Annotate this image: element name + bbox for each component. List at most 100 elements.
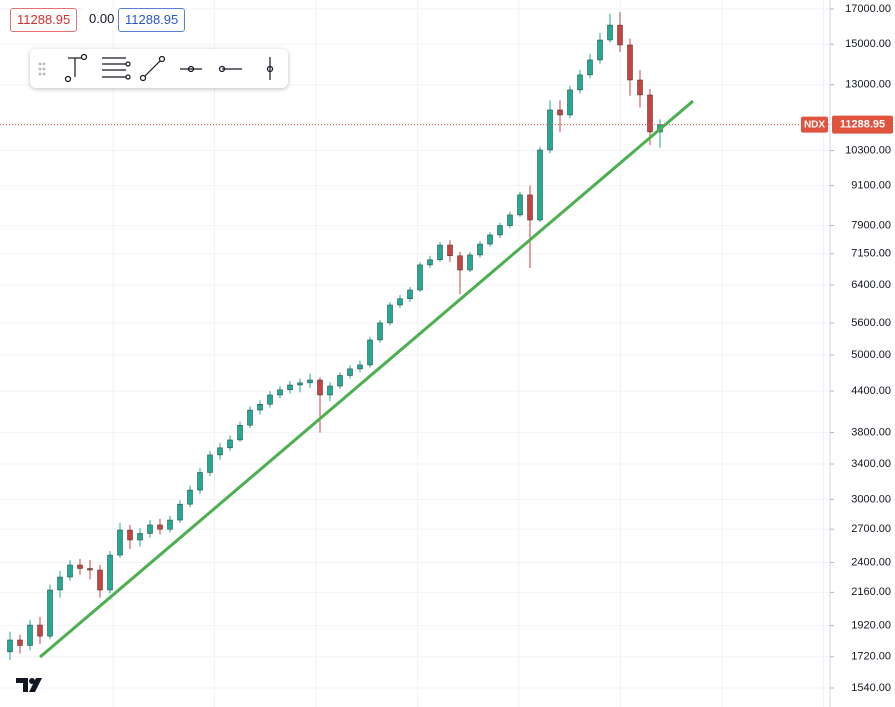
tool-horizontal-ray[interactable] xyxy=(180,65,202,73)
candle-body xyxy=(327,385,333,396)
y-tick-label: 3000.00 xyxy=(851,493,891,505)
candle-body xyxy=(557,109,563,116)
candle-body xyxy=(447,244,453,257)
candle-body xyxy=(217,447,223,456)
y-tick-label: 1540.00 xyxy=(851,682,891,694)
candle-body xyxy=(67,564,73,578)
logo xyxy=(16,678,42,692)
y-tick-label: 6400.00 xyxy=(851,279,891,291)
y-tick-label: 15000.00 xyxy=(845,38,891,50)
candle-body xyxy=(177,503,183,521)
y-tick-label: 1720.00 xyxy=(851,651,891,663)
y-tick-label: 9100.00 xyxy=(851,179,891,191)
tool-fib[interactable] xyxy=(102,57,131,80)
last-price-badge xyxy=(832,115,893,134)
y-tick-label: 3800.00 xyxy=(851,426,891,438)
tool-measure[interactable] xyxy=(64,53,88,83)
legend-change: 0.00 xyxy=(83,8,121,30)
tool-trendline[interactable] xyxy=(139,55,166,82)
trendline xyxy=(39,99,694,659)
candle-body xyxy=(527,194,533,221)
candle-body xyxy=(507,214,513,226)
candle-body xyxy=(287,384,293,391)
candle-body xyxy=(107,554,113,591)
y-tick-label: 4400.00 xyxy=(851,385,891,397)
candle-body xyxy=(57,576,63,591)
candle-body xyxy=(587,59,593,76)
y-tick-label: 3400.00 xyxy=(851,458,891,470)
candle-body xyxy=(597,39,603,61)
candle-body xyxy=(147,524,153,534)
candle-body xyxy=(197,472,203,491)
y-tick-label: 1920.00 xyxy=(851,620,891,632)
tool-vertical-line[interactable] xyxy=(266,57,274,80)
last-price-label: 11288.95 xyxy=(840,119,885,131)
candle-body xyxy=(437,244,443,261)
y-tick-label: 7150.00 xyxy=(851,248,891,260)
candle-body xyxy=(467,254,473,271)
candle-body xyxy=(387,304,393,324)
symbol-badge xyxy=(801,116,828,133)
candle-body xyxy=(117,529,123,556)
candle-body xyxy=(577,74,583,91)
drawing-toolbar xyxy=(30,49,288,88)
candle-body xyxy=(17,639,23,646)
candle-body xyxy=(567,89,573,116)
candle-body xyxy=(637,79,643,96)
candle-body xyxy=(267,394,273,405)
candle-body xyxy=(317,379,323,396)
candle-body xyxy=(407,289,413,299)
candle-body xyxy=(247,409,253,426)
y-tick-label: 2700.00 xyxy=(851,523,891,535)
candle-body xyxy=(257,404,263,411)
y-tick-label: 2160.00 xyxy=(851,586,891,598)
candle-body xyxy=(87,568,93,571)
symbol-label: NDX xyxy=(804,119,825,130)
candle-body xyxy=(607,24,613,41)
candle-body xyxy=(547,109,553,151)
tool-ray[interactable] xyxy=(218,65,243,73)
candle-body xyxy=(207,454,213,473)
legend-price: 11288.95 xyxy=(118,8,186,32)
candle-body xyxy=(187,489,193,505)
candle-body xyxy=(127,529,133,541)
toolbar-icons xyxy=(38,53,274,83)
candle-body xyxy=(47,589,53,637)
candle-body xyxy=(537,149,543,221)
candle-body xyxy=(157,524,163,530)
y-tick-label: 13000.00 xyxy=(845,79,891,91)
candle-body xyxy=(277,389,283,396)
candle-body xyxy=(337,375,343,387)
candle-body xyxy=(487,234,493,245)
candle-body xyxy=(417,264,423,291)
candle-body xyxy=(307,379,313,384)
candle-body xyxy=(167,519,173,530)
legend-price: 11288.95 xyxy=(10,8,78,32)
candle-body xyxy=(457,255,463,271)
candle-body xyxy=(647,94,653,133)
candle-body xyxy=(377,322,383,341)
candle-body xyxy=(477,243,483,256)
y-tick-label: 5600.00 xyxy=(851,317,891,329)
candle-body xyxy=(397,298,403,306)
y-tick-label: 10300.00 xyxy=(845,144,891,156)
candle-body xyxy=(517,194,523,216)
candle-body xyxy=(137,533,143,541)
candle-body xyxy=(227,439,233,449)
candle-body xyxy=(497,225,503,236)
y-tick-label: 7900.00 xyxy=(851,219,891,231)
candle-body xyxy=(27,624,33,646)
y-tick-label: 5000.00 xyxy=(851,349,891,361)
candle-body xyxy=(347,368,353,376)
candle-body xyxy=(7,639,13,653)
y-tick-label: 17000.00 xyxy=(845,3,891,15)
y-tick-label: 2400.00 xyxy=(851,556,891,568)
candle-body xyxy=(617,24,623,46)
candle-body xyxy=(237,424,243,441)
candle-body xyxy=(97,569,103,591)
candle-body xyxy=(297,382,303,386)
candle-body xyxy=(37,624,43,637)
candle-body xyxy=(627,44,633,81)
